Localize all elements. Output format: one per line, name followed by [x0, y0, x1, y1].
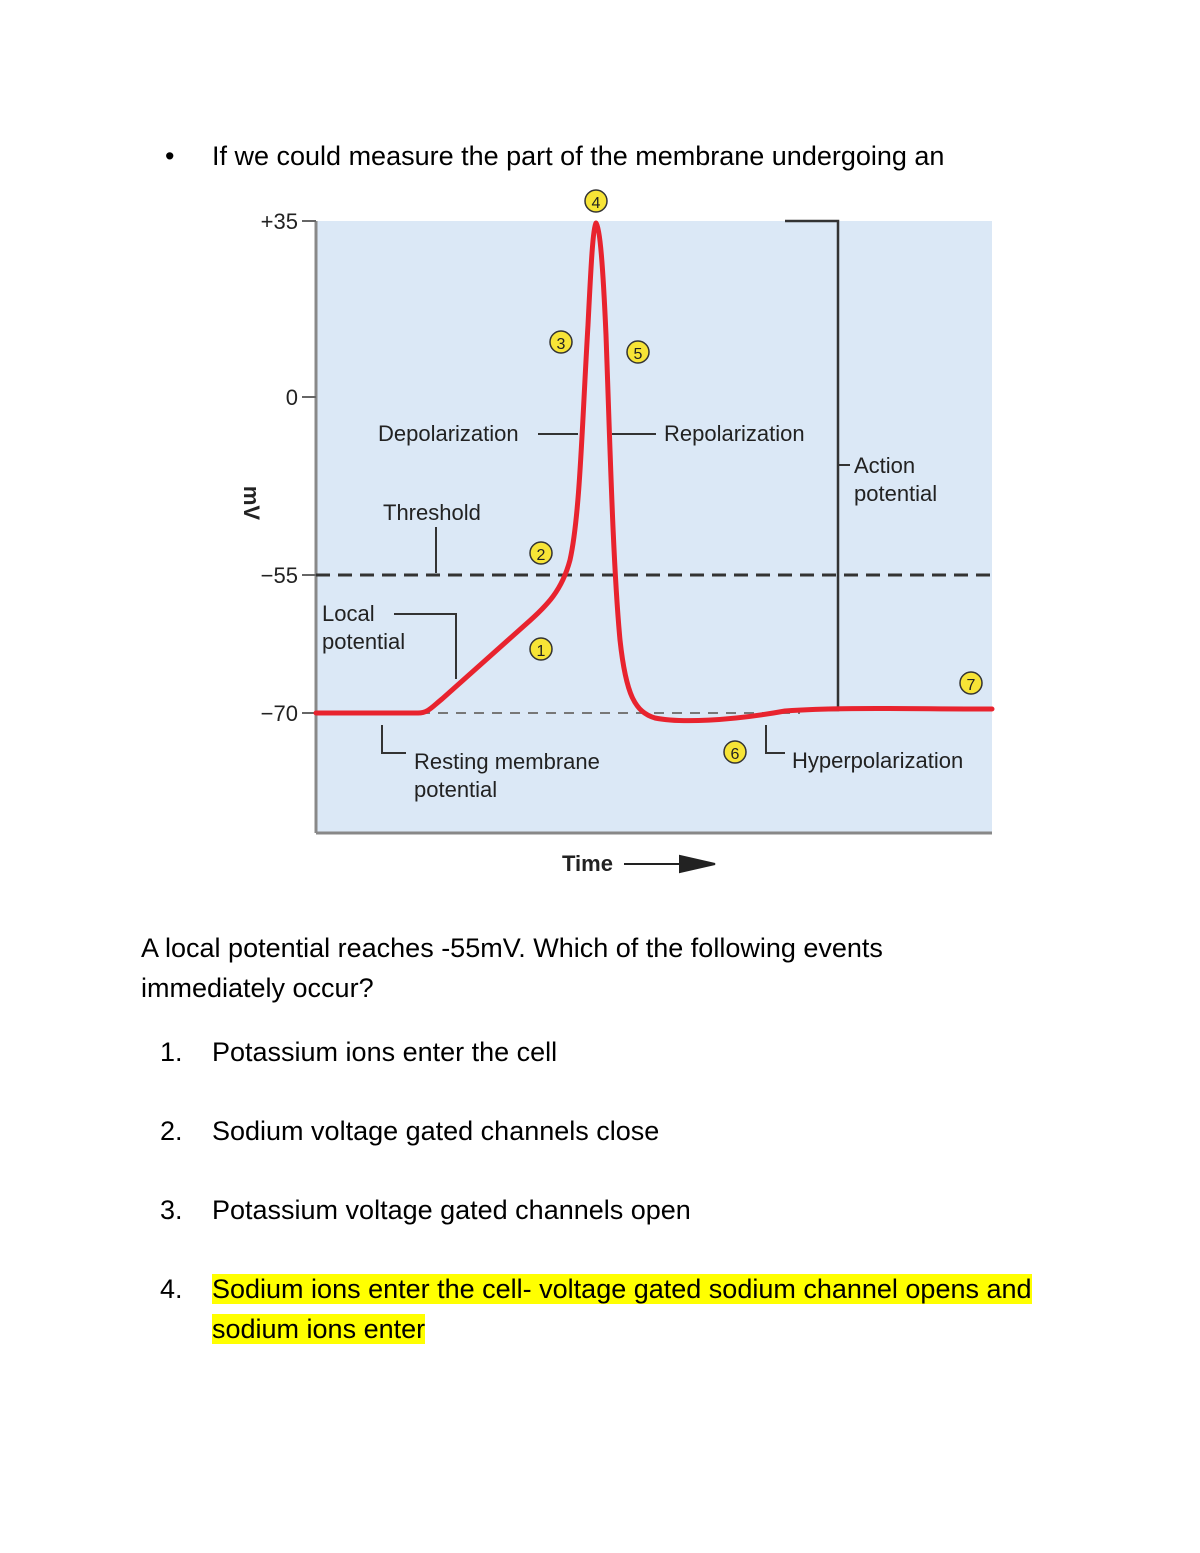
plot-background [316, 221, 992, 833]
local-potential-leader [394, 613, 457, 679]
option-text: Potassium ions enter the cell [212, 1032, 1060, 1072]
marker-5: 5 [626, 340, 650, 364]
svg-text:4: 4 [592, 195, 601, 212]
membrane-potential-trace [313, 220, 995, 724]
question-text: A local potential reaches -55mV. Which o… [141, 933, 883, 1003]
answer-options: 1. Potassium ions enter the cell 2. Sodi… [160, 1032, 1060, 1388]
hyperpolarization-label: Hyperpolarization [792, 748, 963, 773]
svg-text:5: 5 [634, 346, 643, 363]
option-number: 3. [160, 1195, 183, 1225]
intro-bullet: • If we could measure the part of the mem… [165, 140, 944, 172]
local-potential-label-2: potential [322, 629, 405, 654]
highlighted-answer: Sodium ions enter the cell- voltage gate… [212, 1274, 1032, 1344]
x-axis-label: Time [562, 851, 613, 876]
marker-7: 7 [959, 671, 983, 695]
resting-leader [381, 725, 406, 754]
intro-text: If we could measure the part of the memb… [212, 141, 945, 171]
repolarization-label: Repolarization [664, 421, 805, 446]
y-axis-unit: mV [239, 486, 264, 521]
option-text-span: Potassium voltage gated channels open [212, 1195, 691, 1225]
bullet-dot: • [165, 141, 175, 171]
svg-text:6: 6 [731, 746, 740, 763]
option-number: 1. [160, 1037, 183, 1067]
hyperpolarization-leader [765, 725, 785, 754]
action-potential-diagram: +35 0 −55 −70 mV Depolarization Repolari… [210, 185, 1130, 895]
tick-label-55: −55 [261, 563, 298, 588]
option-text-span: Potassium ions enter the cell [212, 1037, 558, 1067]
option-1[interactable]: 1. Potassium ions enter the cell [160, 1032, 1060, 1072]
marker-2: 2 [529, 541, 553, 565]
depolarization-label: Depolarization [378, 421, 519, 446]
resting-label-2: potential [414, 777, 497, 802]
marker-3: 3 [549, 330, 573, 354]
svg-text:1: 1 [537, 643, 546, 660]
action-potential-label-2: potential [854, 481, 937, 506]
marker-6: 6 [723, 740, 747, 764]
option-text-span: Sodium voltage gated channels close [212, 1116, 660, 1146]
option-text: Sodium voltage gated channels close [212, 1111, 1060, 1151]
marker-4: 4 [584, 189, 608, 213]
threshold-label: Threshold [383, 500, 481, 525]
svg-text:7: 7 [967, 677, 976, 694]
option-4[interactable]: 4. Sodium ions enter the cell- voltage g… [160, 1269, 1060, 1349]
svg-text:3: 3 [557, 336, 566, 353]
option-2[interactable]: 2. Sodium voltage gated channels close [160, 1111, 1060, 1151]
tick-label-0: 0 [286, 385, 298, 410]
action-potential-label-1: Action [854, 453, 915, 478]
option-number: 4. [160, 1274, 183, 1304]
tick-label-70: −70 [261, 701, 298, 726]
option-text: Potassium voltage gated channels open [212, 1190, 1060, 1230]
local-potential-label-1: Local [322, 601, 375, 626]
svg-text:2: 2 [537, 547, 546, 564]
marker-1: 1 [529, 637, 553, 661]
option-text: Sodium ions enter the cell- voltage gate… [212, 1269, 1060, 1349]
time-arrow-icon [624, 854, 716, 874]
tick-label-35: +35 [261, 209, 298, 234]
option-3[interactable]: 3. Potassium voltage gated channels open [160, 1190, 1060, 1230]
option-number: 2. [160, 1116, 183, 1146]
resting-label-1: Resting membrane [414, 749, 600, 774]
